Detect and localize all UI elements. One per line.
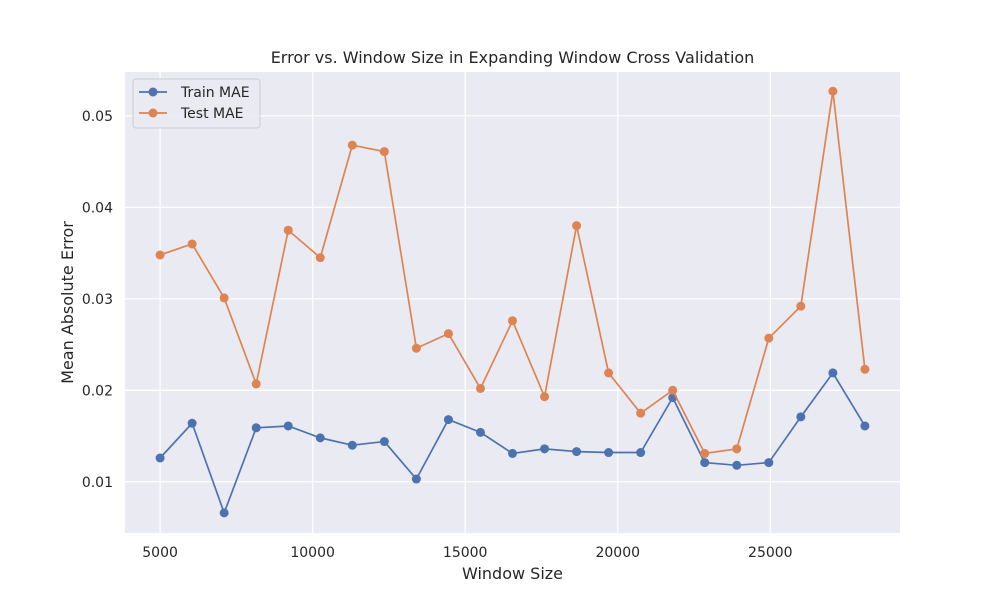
data-point-test-mae [155, 250, 165, 260]
legend-label-test: Test MAE [180, 106, 244, 122]
data-point-test-mae [379, 147, 389, 157]
data-point-test-mae [604, 368, 614, 378]
data-point-test-mae [283, 225, 293, 235]
data-point-train-mae [796, 412, 806, 422]
data-point-test-mae [187, 239, 197, 249]
data-point-test-mae [796, 301, 806, 311]
y-axis-title: Mean Absolute Error [58, 221, 77, 384]
x-tick-label: 10000 [290, 545, 335, 561]
y-tick-label: 0.01 [82, 475, 113, 491]
y-tick-label: 0.03 [82, 292, 113, 308]
grid-lines [125, 72, 900, 533]
data-point-test-mae [700, 448, 710, 458]
data-point-test-mae [315, 253, 325, 263]
legend-label-train: Train MAE [180, 85, 250, 101]
chart-title: Error vs. Window Size in Expanding Windo… [271, 48, 755, 67]
data-point-test-mae [475, 383, 485, 393]
data-point-train-mae [700, 458, 710, 468]
data-point-test-mae [508, 316, 517, 326]
data-point-train-mae [860, 421, 870, 431]
data-point-test-mae [764, 333, 774, 343]
x-tick-label: 20000 [595, 545, 640, 561]
data-point-train-mae [508, 448, 517, 458]
data-point-train-mae [636, 448, 646, 458]
data-point-train-mae [283, 421, 293, 431]
y-tick-label: 0.05 [82, 109, 113, 125]
data-point-train-mae [187, 418, 197, 428]
data-point-test-mae [219, 293, 229, 303]
data-point-test-mae [732, 444, 742, 454]
data-point-test-mae [860, 364, 870, 374]
data-point-train-mae [604, 448, 614, 458]
y-tick-label: 0.02 [82, 383, 113, 399]
data-point-train-mae [764, 458, 774, 468]
x-axis-title: Window Size [462, 564, 563, 583]
data-point-test-mae [636, 408, 646, 418]
data-point-test-mae [540, 392, 550, 402]
data-point-test-mae [411, 343, 421, 353]
data-point-train-mae [315, 433, 325, 443]
x-tick-label: 25000 [748, 545, 793, 561]
data-point-train-mae [572, 447, 582, 457]
data-point-test-mae [251, 379, 261, 389]
data-point-test-mae [572, 221, 582, 231]
data-point-train-mae [475, 427, 485, 437]
data-point-train-mae [411, 474, 421, 484]
data-point-train-mae [443, 415, 453, 425]
data-point-train-mae [219, 508, 229, 518]
legend: Train MAE Test MAE [132, 78, 261, 129]
data-point-train-mae [828, 368, 838, 378]
plot-area [125, 72, 900, 533]
y-tick-label: 0.04 [82, 200, 113, 216]
data-point-test-mae [668, 385, 678, 395]
data-point-test-mae [347, 140, 357, 150]
data-point-train-mae [540, 444, 550, 454]
data-point-test-mae [443, 329, 453, 339]
data-point-train-mae [379, 437, 389, 447]
data-point-train-mae [732, 460, 742, 470]
legend-swatch-train-marker [148, 87, 158, 97]
data-point-train-mae [251, 423, 261, 433]
data-point-test-mae [828, 86, 838, 96]
x-tick-label: 5000 [142, 545, 178, 561]
legend-swatch-test-marker [148, 108, 158, 118]
data-point-train-mae [155, 453, 165, 463]
data-point-train-mae [347, 440, 357, 450]
x-tick-label: 15000 [443, 545, 488, 561]
series-layer [155, 86, 870, 518]
tick-labels: 5000 10000 15000 20000 25000 0.01 0.02 0.03 0.04… [82, 109, 793, 561]
